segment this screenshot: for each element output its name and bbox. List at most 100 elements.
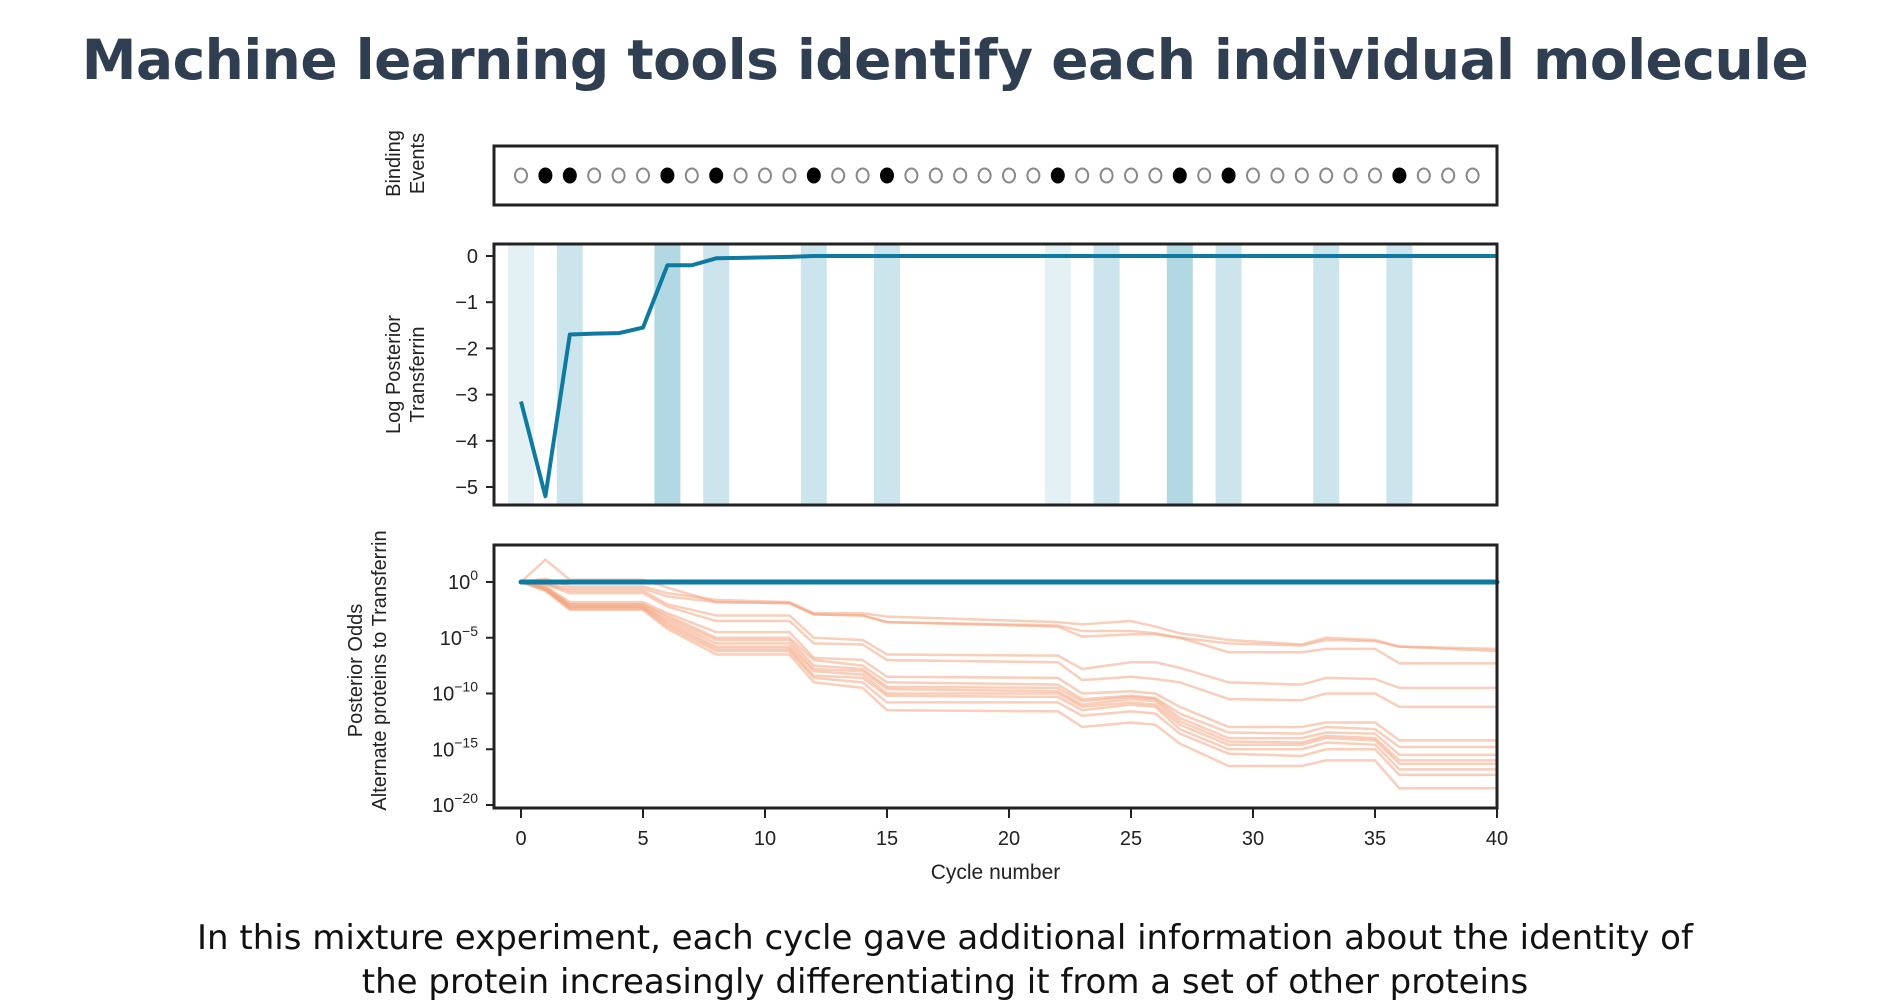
x-tick-label: 30: [1242, 828, 1264, 850]
caption: In this mixture experiment, each cycle g…: [0, 916, 1890, 1004]
y-tick-label: 0: [467, 246, 478, 268]
binding-event-filled: [1050, 167, 1065, 184]
binding-event-empty: [1197, 167, 1212, 184]
binding-event-empty: [636, 167, 650, 184]
binding-event-empty: [1343, 167, 1358, 184]
page-title: Machine learning tools identify each ind…: [81, 28, 1809, 92]
y-axis-label-line: Transferrin: [407, 327, 429, 423]
cycle-stripe: [1166, 244, 1193, 505]
x-tick-label: 25: [1120, 828, 1142, 850]
binding-event-empty: [758, 167, 772, 184]
y-tick-label: 10−10: [432, 679, 478, 706]
cycle-stripe: [1386, 244, 1413, 505]
cycle-stripe: [703, 244, 730, 505]
binding-event-empty: [928, 167, 943, 184]
binding-event-filled: [538, 167, 553, 184]
binding-event-empty: [1124, 167, 1138, 184]
binding-events-panel: Binding Events: [383, 130, 1499, 207]
panel-frame: [492, 242, 1499, 507]
binding-event-empty: [1099, 167, 1114, 184]
binding-event-empty: [587, 167, 602, 184]
alternate-protein-line: [520, 580, 1497, 790]
caption-line-2: the protein increasingly differentiating…: [361, 962, 1529, 1002]
x-axis-label: Cycle number: [931, 861, 1061, 884]
x-tick-label: 10: [754, 828, 776, 850]
binding-event-filled: [1392, 167, 1407, 184]
log-posterior-panel: 0 −1 −2 −3 −4 −5 Log Posterior Transferrin: [383, 242, 1499, 507]
y-tick-exponent: 0: [470, 567, 478, 583]
binding-event-empty: [611, 167, 626, 184]
y-tick-exponent: −5: [462, 623, 478, 639]
y-tick-label: 10−15: [432, 734, 478, 761]
binding-event-empty: [1246, 167, 1260, 184]
y-tick-label: 100: [448, 567, 478, 594]
binding-event-filled: [1221, 167, 1236, 184]
binding-event-empty: [1368, 167, 1382, 184]
binding-event-empty: [1465, 167, 1480, 184]
y-tick-label: 10−5: [440, 623, 478, 650]
binding-event-empty: [831, 167, 846, 184]
y-tick-base: 10: [440, 628, 462, 650]
binding-event-empty: [1416, 167, 1431, 184]
y-tick-base: 10: [432, 684, 454, 706]
y-axis-label-line: Log Posterior: [383, 315, 405, 434]
y-tick-exponent: −15: [454, 734, 478, 750]
y-axis-label: Binding Events: [383, 130, 429, 197]
y-axis-label-line: Posterior Odds: [345, 604, 367, 737]
binding-event-empty: [733, 167, 748, 184]
binding-event-empty: [904, 167, 919, 184]
binding-event-filled: [1172, 167, 1187, 184]
cycle-stripe: [508, 244, 534, 505]
y-tick-label: −3: [455, 385, 478, 407]
binding-event-filled: [806, 167, 821, 184]
y-tick-label: −5: [455, 477, 478, 499]
x-tick-label: 40: [1486, 828, 1508, 850]
alternate-protein-line: [520, 580, 1497, 771]
x-tick-label: 15: [876, 828, 898, 850]
binding-event-empty: [855, 167, 870, 184]
y-tick-label: 10−20: [432, 790, 478, 817]
binding-event-filled: [709, 167, 724, 184]
binding-event-filled: [562, 167, 577, 184]
x-tick-label: 0: [515, 828, 526, 850]
binding-event-empty: [953, 167, 968, 184]
y-tick-label: −2: [455, 338, 478, 360]
binding-event-empty: [1294, 167, 1309, 184]
binding-event-empty: [514, 167, 528, 184]
y-tick-base: 10: [448, 572, 470, 594]
y-tick-exponent: −20: [454, 790, 478, 806]
cycle-stripe: [874, 244, 900, 505]
binding-event-empty: [1148, 167, 1163, 184]
caption-line-1: In this mixture experiment, each cycle g…: [197, 918, 1693, 958]
y-axis-label: Log Posterior Transferrin: [383, 315, 429, 434]
cycle-stripe: [1044, 244, 1071, 505]
cycle-stripe: [556, 244, 583, 505]
binding-event-empty: [1075, 167, 1090, 184]
y-tick-base: 10: [432, 795, 454, 817]
y-axis-label: Posterior Odds Alternate proteins to Tran…: [345, 530, 391, 810]
panel-frame: [492, 144, 1499, 207]
y-tick-label: −4: [455, 431, 478, 453]
transferrin-log-posterior-line: [519, 254, 1497, 499]
alternate-protein-line: [520, 580, 1497, 757]
y-tick-exponent: −10: [454, 679, 478, 695]
cycle-stripe: [1215, 244, 1242, 505]
cycle-stripe: [800, 244, 827, 505]
alternate-protein-line: [520, 580, 1497, 690]
alternate-protein-line: [520, 580, 1497, 709]
binding-event-empty: [1441, 167, 1456, 184]
y-tick-base: 10: [432, 739, 454, 761]
binding-event-empty: [1319, 167, 1334, 184]
cycle-stripe: [1093, 244, 1120, 505]
y-axis-label-line: Events: [407, 133, 429, 194]
binding-event-filled: [880, 167, 894, 184]
binding-event-empty: [684, 167, 699, 184]
x-tick-label: 20: [998, 828, 1020, 850]
y-axis-label-line: Binding: [383, 130, 405, 197]
binding-event-empty: [782, 167, 797, 184]
y-tick-label: −1: [455, 292, 478, 314]
binding-event-empty: [1002, 167, 1016, 184]
binding-event-filled: [660, 167, 675, 184]
